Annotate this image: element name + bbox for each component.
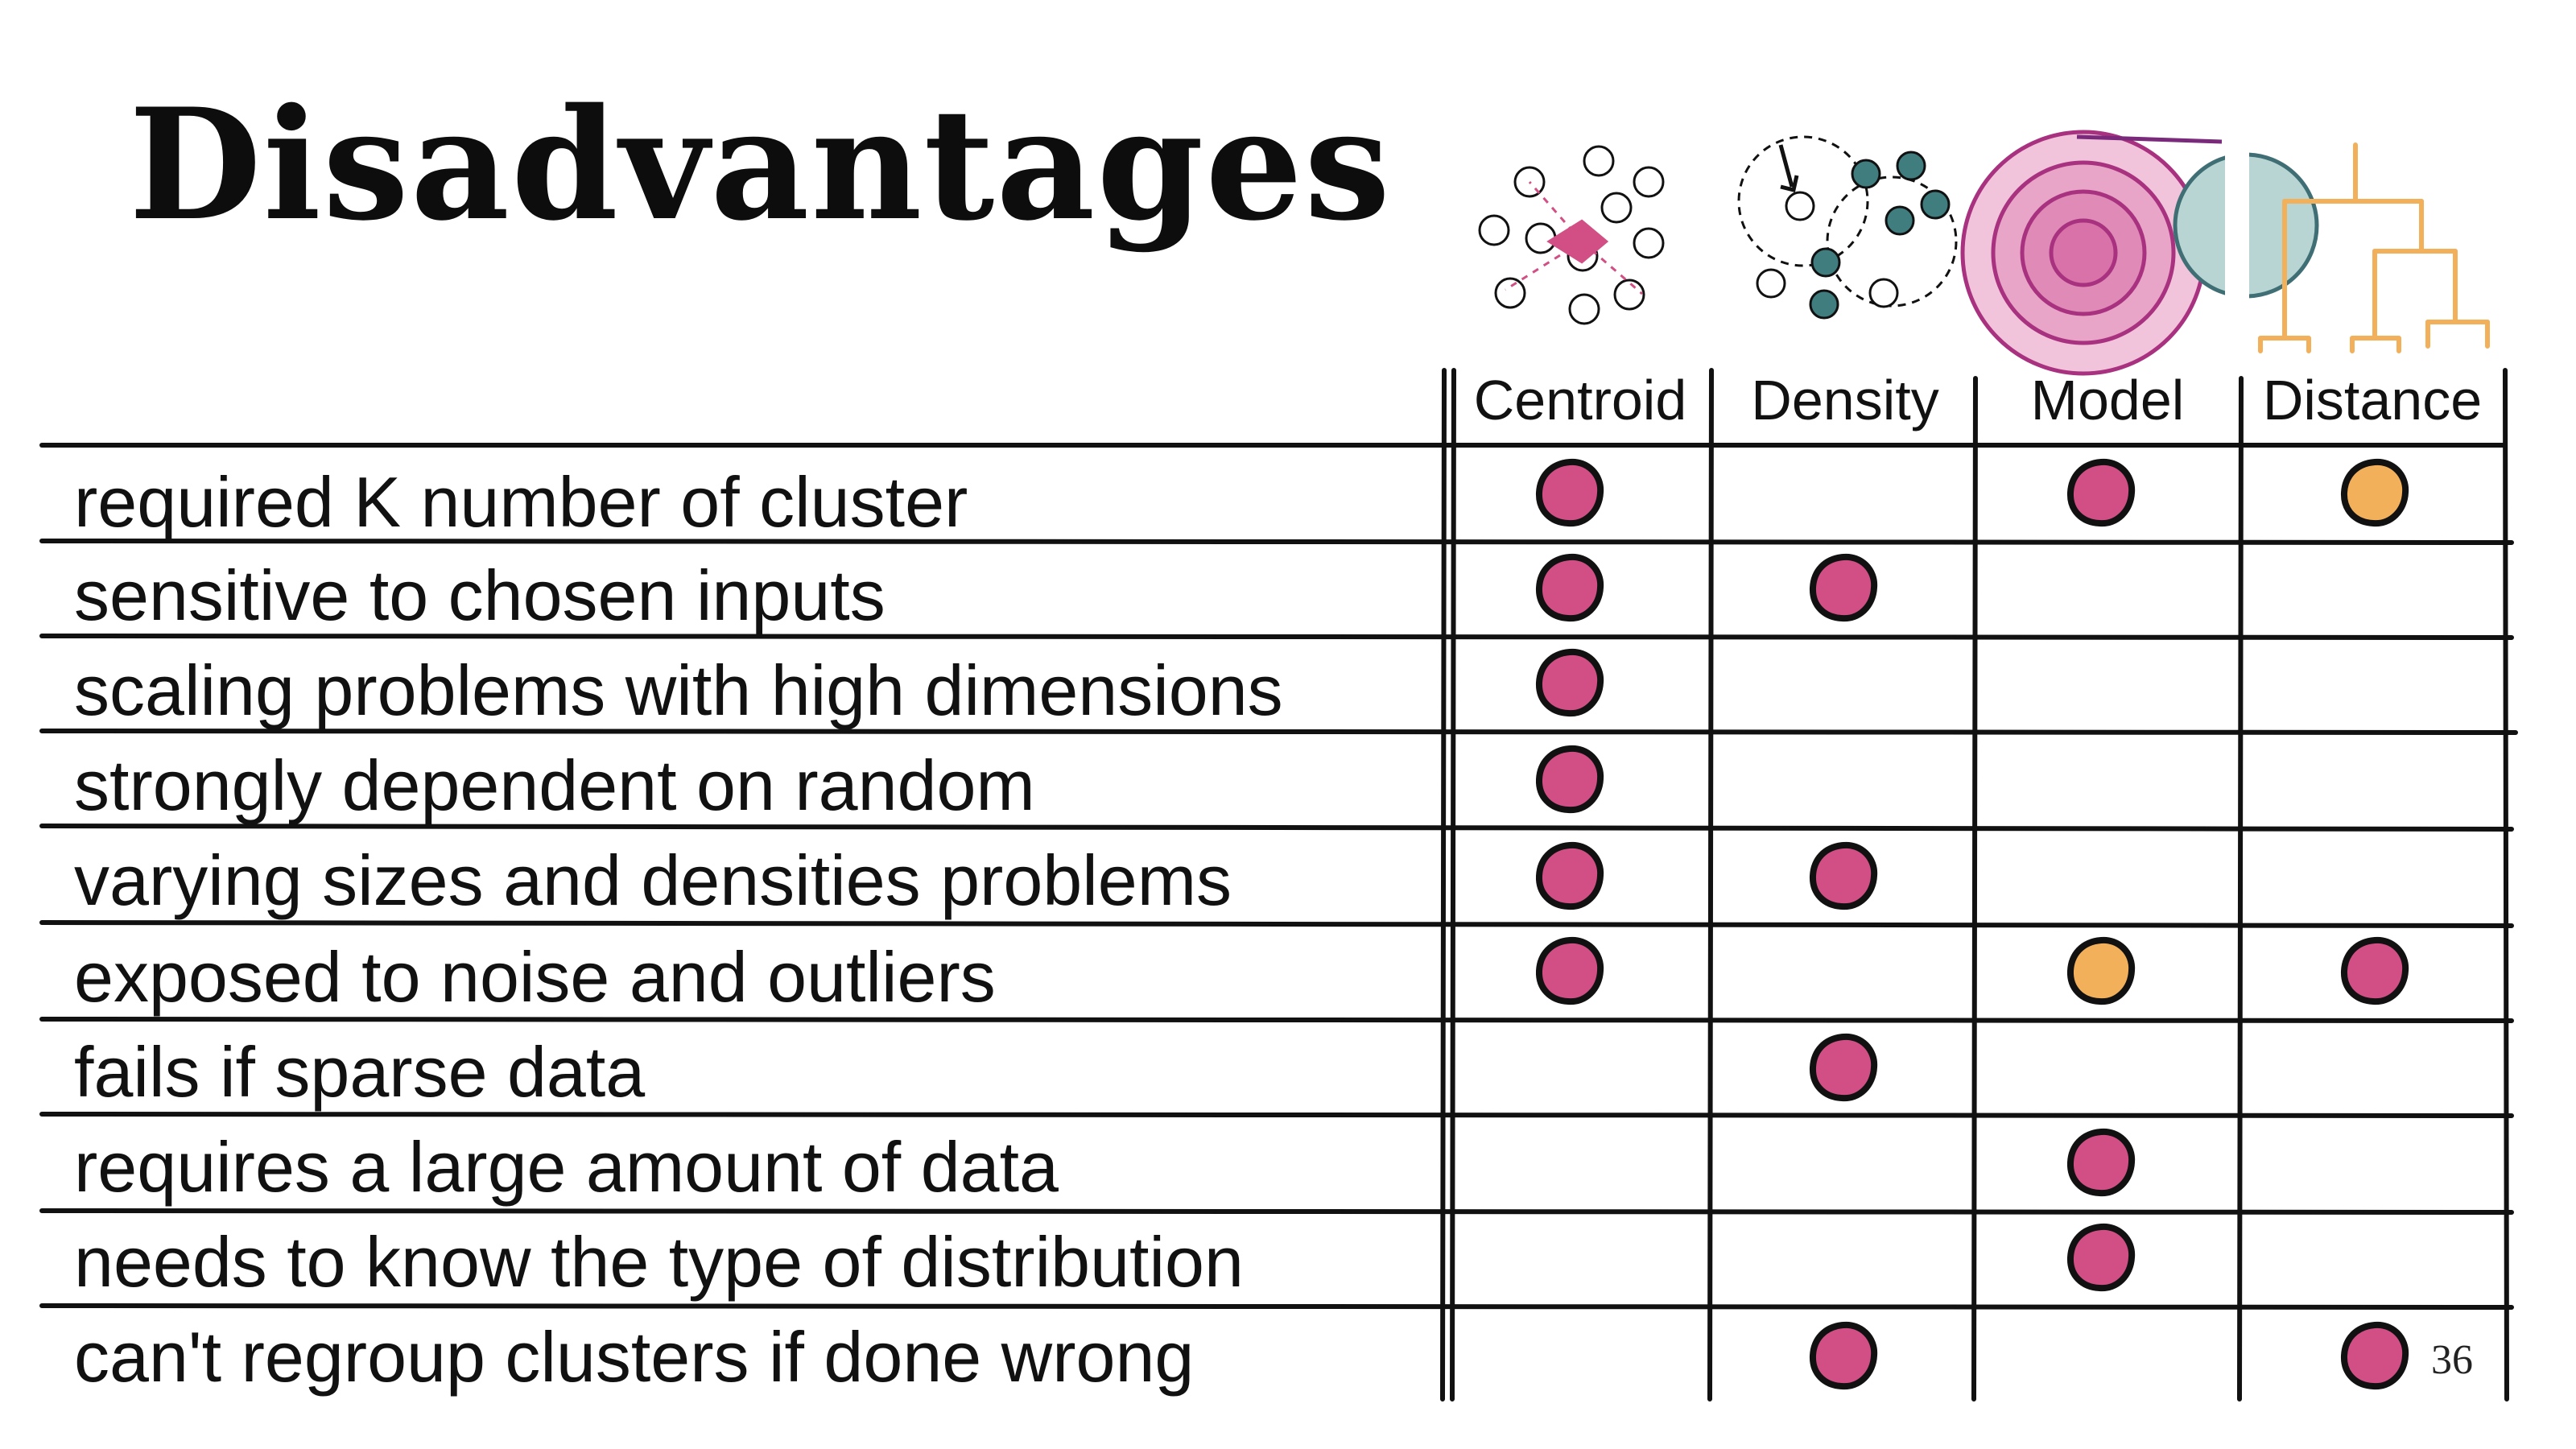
mark-pink-dot (1809, 841, 1878, 910)
mark-orange-dot (2340, 458, 2409, 527)
row-label: needs to know the type of distribution (74, 1222, 1244, 1302)
density-cluster-icon (1737, 135, 1958, 320)
mark-pink-dot (1535, 553, 1604, 622)
dendrogram-icon (2258, 142, 2490, 353)
mark-pink-dot (2066, 1223, 2136, 1292)
mark-pink-dot (1809, 1321, 1878, 1390)
mark-pink-dot (1809, 1033, 1878, 1102)
slide-title: Disadvantages (129, 75, 1393, 254)
column-header-density: Density (1751, 369, 1939, 431)
mark-pink-dot (1535, 841, 1604, 910)
row-label: exposed to noise and outliers (74, 937, 996, 1017)
mark-pink-dot (1535, 458, 1604, 527)
mark-pink-dot (2066, 1128, 2136, 1197)
mark-pink-dot (1535, 936, 1604, 1005)
page-number: 36 (2431, 1337, 2473, 1383)
mark-pink-dot (1809, 553, 1878, 622)
row-label: scaling problems with high dimensions (74, 650, 1283, 730)
row-label: strongly dependent on random (74, 745, 1035, 825)
centroid-cluster-icon (1478, 145, 1665, 325)
row-label: required K number of cluster (74, 462, 968, 542)
mark-pink-dot (1535, 648, 1604, 717)
column-header-distance: Distance (2262, 369, 2483, 431)
row-label: requires a large amount of data (74, 1127, 1059, 1207)
model-cluster-icon (1960, 130, 2319, 376)
mark-pink-dot (2066, 458, 2136, 527)
row-label: sensitive to chosen inputs (74, 555, 886, 635)
mark-orange-dot (2066, 936, 2136, 1005)
row-label: fails if sparse data (74, 1032, 646, 1112)
row-label: can't regroup clusters if done wrong (74, 1317, 1195, 1397)
mark-pink-dot (2340, 936, 2409, 1005)
mark-pink-dot (2340, 1321, 2409, 1390)
row-label: varying sizes and densities problems (74, 840, 1232, 920)
column-header-model: Model (2030, 369, 2185, 431)
column-header-centroid: Centroid (1473, 369, 1687, 431)
mark-pink-dot (1535, 745, 1604, 814)
